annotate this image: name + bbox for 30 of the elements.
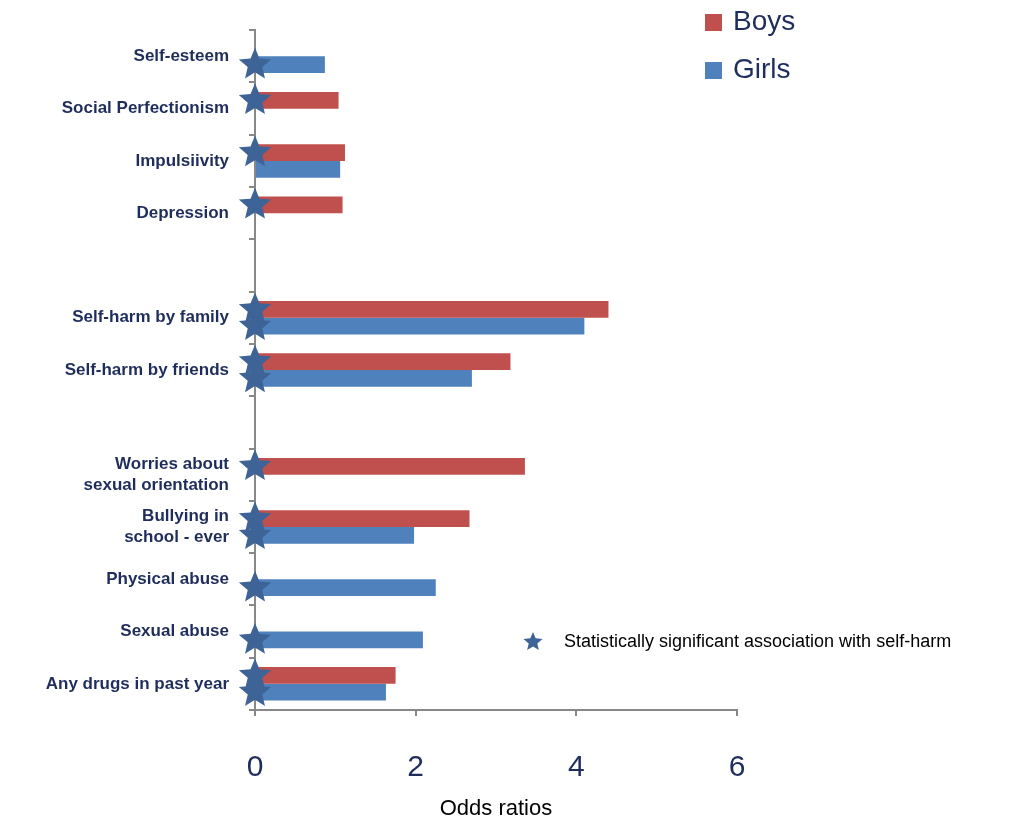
bar [256,91,339,109]
bar [256,353,511,371]
y-tick-label: Self-harm by family [72,307,230,327]
y-tick-label: Any drugs in past year [45,673,230,693]
bar [256,510,470,527]
y-tick-label: Impulsiivity [135,150,230,170]
bar [256,579,436,596]
bar [256,144,345,161]
x-tick-label: 2 [407,749,425,783]
bar [256,631,423,649]
y-tick-label: Social Perfectionism [61,98,229,118]
x-tick-label: 4 [567,749,585,783]
bar [256,457,525,475]
bar [256,301,609,318]
legend-label: Boys [733,4,796,36]
y-tick-label: Bullying in school - ever [124,506,230,546]
y-tick-label: Worries about sexual orientation [83,454,230,494]
x-tick-label: 6 [728,749,746,783]
y-tick-label: Depression [136,202,229,222]
bar [256,160,341,178]
bar [256,667,396,684]
legend-label: Statistically significant association with self-harm [564,630,952,651]
y-tick-label: Self-esteem [133,46,229,66]
x-tick-label: 0 [246,749,264,783]
bar [256,196,343,214]
y-tick-label: Sexual abuse [120,621,229,641]
y-tick-label: Physical abuse [106,568,229,588]
x-axis-title: Odds ratios [439,794,553,820]
y-tick-label: Self-harm by friends [64,359,229,379]
legend-label: Girls [733,52,791,84]
